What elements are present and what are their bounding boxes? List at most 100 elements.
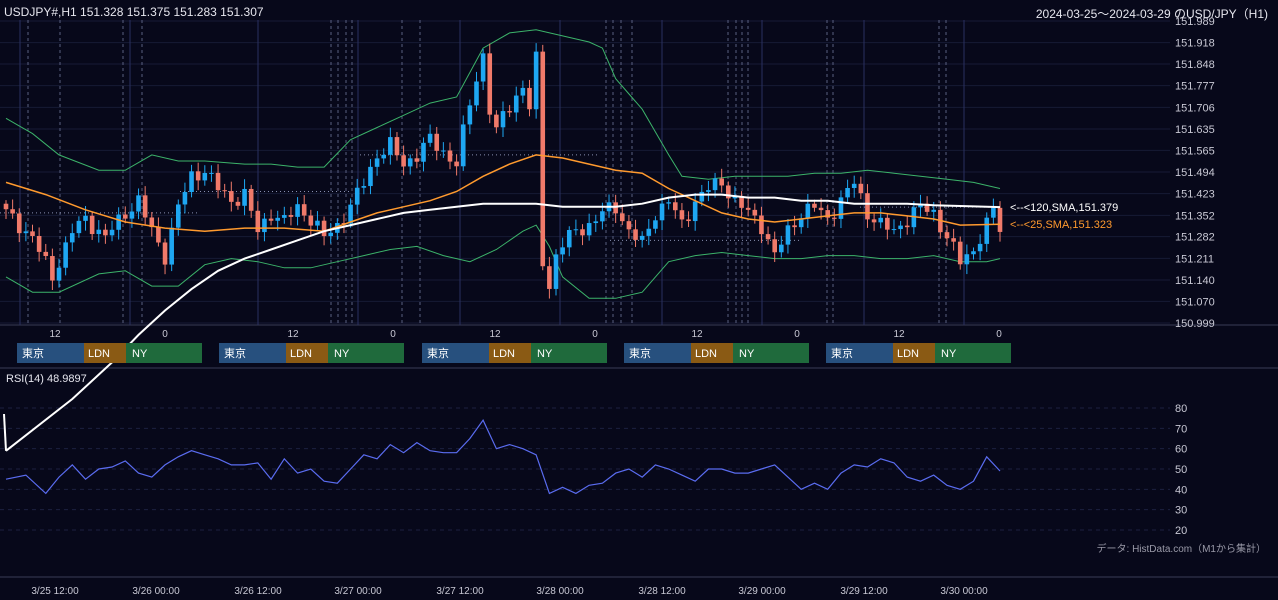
session-bars: 東京 LDN NY 東京 LDN NY 東京 LDN NY 東京 LDN NY 東京 LDN NY (17, 343, 1011, 363)
hour-tick-label: 12 (691, 329, 703, 340)
candle-body (474, 81, 479, 106)
candle-body (83, 215, 88, 221)
candle-body (321, 220, 327, 237)
candle-body (666, 202, 671, 204)
session-tokyo-label: 東京 (224, 346, 246, 360)
candle-body (467, 105, 473, 125)
rsi-tick-label: 50 (1175, 464, 1187, 476)
candle-body (63, 242, 68, 268)
candle-body (242, 188, 247, 206)
candle-body (964, 254, 970, 265)
candle-body (779, 244, 784, 253)
price-tick-label: 150.999 (1175, 318, 1215, 330)
candle-body (487, 53, 493, 115)
candle-body (626, 221, 632, 230)
rsi-tick-label: 70 (1175, 423, 1187, 435)
sma120-line-tail (3, 413, 7, 451)
candle-body (885, 217, 890, 230)
candle-body (600, 211, 605, 222)
candle-body (566, 229, 572, 248)
candle-body (209, 172, 214, 174)
candle-body (401, 155, 406, 167)
price-tick-label: 151.565 (1175, 145, 1215, 157)
candle-body (374, 158, 380, 167)
candle-body (414, 158, 420, 162)
session-vertical-lines (0, 20, 1000, 325)
candle-body (129, 211, 135, 219)
candle-body (275, 217, 280, 221)
rsi-tick-label: 80 (1175, 403, 1187, 415)
candle-body (865, 193, 870, 220)
date-tick-label: 3/27 12:00 (436, 586, 484, 597)
session-newyork (733, 343, 809, 363)
candle-body (871, 219, 877, 223)
hour-tick-label: 12 (49, 329, 61, 340)
candle-body (248, 188, 254, 211)
candle-body (30, 231, 35, 236)
session-ny-label: NY (334, 348, 350, 360)
candle-body (202, 172, 208, 181)
candle-body (944, 232, 950, 239)
candle-body (712, 178, 718, 191)
session-ny-label: NY (739, 348, 755, 360)
candle-body (222, 190, 227, 192)
session-london (286, 343, 328, 363)
date-tick-label: 3/25 12:00 (31, 586, 79, 597)
candle-body (858, 183, 864, 194)
hour-tick-label: 0 (592, 329, 598, 340)
price-tick-label: 151.777 (1175, 81, 1215, 93)
candle-body (255, 210, 261, 233)
hour-tick-label: 12 (893, 329, 905, 340)
price-tick-label: 151.211 (1175, 253, 1214, 265)
candle-body (122, 214, 128, 219)
session-london-label: LDN (897, 348, 919, 360)
candle-body (805, 203, 811, 219)
candle-body (156, 227, 161, 243)
candle-body (851, 183, 857, 188)
candle-body (686, 219, 691, 222)
candle-body (89, 215, 95, 235)
candle-body (407, 158, 413, 167)
hour-tick-label: 0 (390, 329, 396, 340)
rsi-tick-label: 60 (1175, 444, 1187, 456)
sma120-line (5, 193, 1001, 452)
candle-body (43, 251, 49, 257)
candle-body (732, 196, 738, 199)
candle-body (354, 187, 360, 205)
price-tick-label: 151.423 (1175, 189, 1215, 201)
symbol-ohlc-title: USDJPY#,H1 151.328 151.375 151.283 151.3… (4, 5, 264, 19)
session-newyork (126, 343, 202, 363)
candle-body (547, 266, 552, 289)
session-london (691, 343, 733, 363)
candle-body (991, 207, 996, 218)
candle-body (997, 207, 1003, 232)
date-tick-label: 3/29 12:00 (840, 586, 888, 597)
candle-body (76, 220, 82, 234)
session-tokyo-label: 東京 (22, 346, 44, 360)
candle-body (679, 210, 685, 220)
rsi-tick-label: 40 (1175, 484, 1187, 496)
candle-body (10, 209, 15, 214)
candle-body (308, 215, 314, 226)
candle-body (977, 243, 983, 252)
candle-body (348, 204, 353, 224)
hour-tick-label: 12 (287, 329, 299, 340)
hour-tick-label: 0 (996, 329, 1002, 340)
candle-body (898, 225, 903, 230)
candle-body (659, 203, 665, 221)
candle-body (381, 154, 387, 159)
candle-body (162, 242, 168, 265)
candle-body (540, 51, 546, 267)
candle-body (971, 251, 976, 255)
candle-body (904, 225, 910, 228)
sma25-line (5, 154, 1001, 232)
session-london-label: LDN (695, 348, 717, 360)
session-ny-label: NY (132, 348, 148, 360)
candle-body (427, 133, 433, 143)
candle-body (931, 209, 937, 212)
candle-body (215, 172, 221, 191)
candle-body (3, 203, 9, 210)
candle-body (189, 171, 194, 193)
rsi-tick-label: 30 (1175, 505, 1187, 517)
